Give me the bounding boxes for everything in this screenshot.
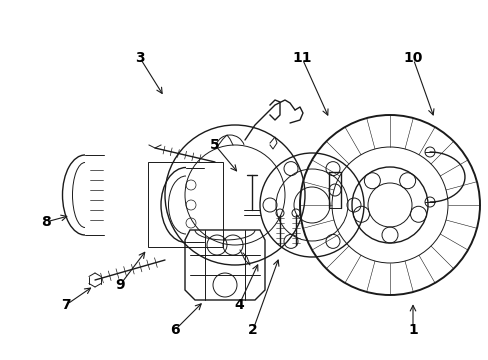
Text: 2: 2 (247, 323, 257, 337)
Text: 3: 3 (135, 51, 144, 65)
Text: 7: 7 (61, 298, 71, 312)
Text: 4: 4 (234, 298, 244, 312)
Text: 8: 8 (41, 215, 51, 229)
Bar (148, 162, 223, 247)
Text: 5: 5 (210, 138, 220, 152)
Text: 9: 9 (115, 278, 124, 292)
Text: 10: 10 (403, 51, 422, 65)
Text: 11: 11 (292, 51, 311, 65)
Text: 1: 1 (407, 323, 417, 337)
Text: 6: 6 (170, 323, 180, 337)
